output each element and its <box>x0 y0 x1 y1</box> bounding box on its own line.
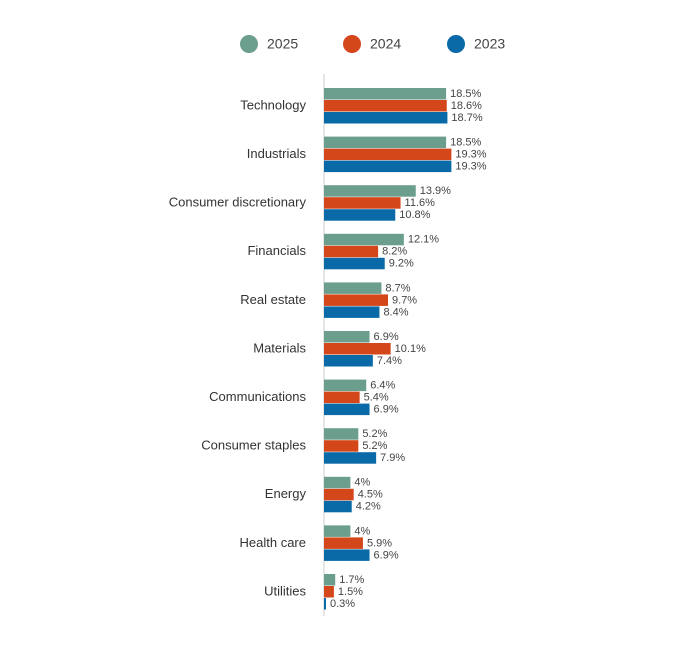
value-label: 5.4% <box>364 392 389 404</box>
value-label: 10.1% <box>395 343 426 355</box>
bar <box>324 476 351 489</box>
bar <box>324 500 352 513</box>
value-label: 4% <box>354 525 370 537</box>
value-label: 6.9% <box>374 331 399 343</box>
bar <box>324 160 452 173</box>
value-label: 5.2% <box>362 428 387 440</box>
value-label: 6.9% <box>374 404 399 416</box>
value-label: 18.5% <box>450 88 481 100</box>
bar <box>324 488 354 501</box>
bar <box>324 88 447 100</box>
value-label: 1.5% <box>338 586 363 598</box>
category-label: Industrials <box>247 146 307 161</box>
value-label: 10.8% <box>399 209 430 221</box>
value-label: 8.7% <box>385 282 410 294</box>
bar <box>324 100 447 112</box>
value-label: 4% <box>354 477 370 489</box>
category-label: Financials <box>247 243 306 258</box>
category-label: Technology <box>240 97 306 112</box>
bar <box>324 185 416 197</box>
bar <box>324 112 448 124</box>
category-label: Consumer discretionary <box>169 195 307 210</box>
bar <box>324 574 336 586</box>
bar <box>324 403 370 416</box>
bar <box>324 197 401 209</box>
legend-swatch <box>240 35 258 53</box>
category-label: Energy <box>265 486 307 501</box>
value-label: 6.4% <box>370 380 395 392</box>
bar <box>324 452 377 464</box>
bar <box>324 233 404 246</box>
bar <box>324 282 382 294</box>
category-label: Health care <box>240 535 306 550</box>
value-label: 12.1% <box>408 234 439 246</box>
value-label: 7.4% <box>377 355 402 367</box>
value-label: 18.7% <box>451 112 482 124</box>
value-label: 18.5% <box>450 137 481 149</box>
bar <box>324 440 359 452</box>
bar <box>324 598 326 610</box>
bar <box>324 525 351 537</box>
bar <box>324 379 367 392</box>
bar <box>324 257 385 270</box>
value-label: 4.2% <box>356 501 381 513</box>
bar <box>324 306 380 318</box>
legend-label: 2023 <box>474 36 505 52</box>
value-label: 8.4% <box>383 306 408 318</box>
bar <box>324 428 359 440</box>
value-label: 7.9% <box>380 452 405 464</box>
bar <box>324 331 370 343</box>
value-label: 19.3% <box>455 161 486 173</box>
category-label: Real estate <box>240 292 306 307</box>
value-label: 9.2% <box>389 258 414 270</box>
value-label: 5.2% <box>362 440 387 452</box>
value-label: 19.3% <box>455 149 486 161</box>
value-label: 6.9% <box>374 549 399 561</box>
category-label: Materials <box>253 340 306 355</box>
bar <box>324 148 452 161</box>
value-label: 8.2% <box>382 246 407 258</box>
bar <box>324 537 363 549</box>
category-label: Communications <box>209 389 306 404</box>
value-label: 0.3% <box>330 598 355 610</box>
legend-swatch <box>447 35 465 53</box>
value-label: 11.6% <box>405 197 436 209</box>
value-label: 5.9% <box>367 537 392 549</box>
value-label: 1.7% <box>339 574 364 586</box>
bar <box>324 343 391 355</box>
legend-label: 2024 <box>370 36 401 52</box>
bar <box>324 355 373 367</box>
bar <box>324 136 447 149</box>
bar <box>324 209 396 221</box>
bar <box>324 549 370 561</box>
bar <box>324 294 389 306</box>
legend-swatch <box>343 35 361 53</box>
value-label: 18.6% <box>451 100 482 112</box>
value-label: 4.5% <box>358 489 383 501</box>
legend-label: 2025 <box>267 36 298 52</box>
value-label: 9.7% <box>392 294 417 306</box>
bar <box>324 245 379 258</box>
value-label: 13.9% <box>420 185 451 197</box>
category-label: Consumer staples <box>201 438 306 453</box>
category-label: Utilities <box>264 583 306 598</box>
bar <box>324 586 334 598</box>
bar <box>324 391 360 404</box>
